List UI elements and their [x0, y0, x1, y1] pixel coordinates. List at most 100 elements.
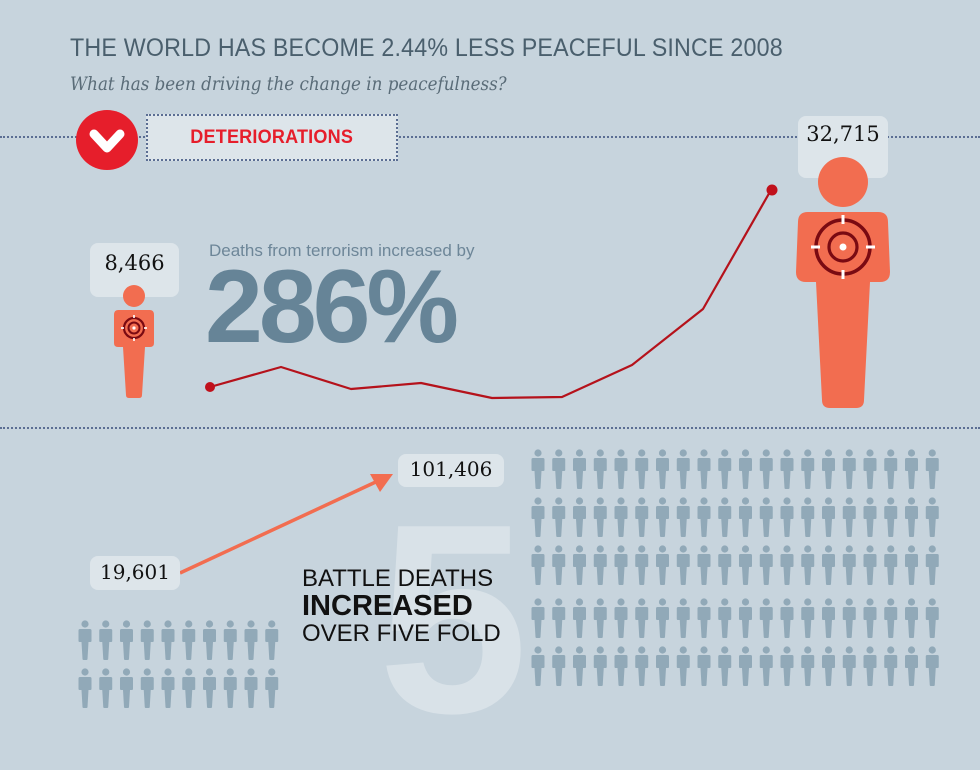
person-icon: [635, 449, 649, 489]
person-icon: [140, 620, 154, 660]
person-icon: [697, 545, 711, 585]
person-icon: [884, 545, 898, 585]
person-icon: [552, 598, 566, 638]
person-icon: [223, 620, 237, 660]
battle-deaths-caption: BATTLE DEATHS INCREASED OVER FIVE FOLD: [302, 567, 501, 646]
person-target-icon-large: [796, 157, 890, 408]
battle-increase-arrow: [179, 474, 393, 575]
person-icon: [593, 598, 607, 638]
person-icon: [614, 545, 628, 585]
person-icon: [244, 620, 258, 660]
terrorism-description: Deaths from terrorism increased by: [209, 241, 475, 260]
person-icon: [223, 668, 237, 708]
person-icon: [718, 545, 732, 585]
page-subtitle: What has been driving the change in peac…: [70, 73, 507, 95]
person-icon: [863, 449, 877, 489]
person-icon: [780, 449, 794, 489]
person-icon: [265, 620, 279, 660]
person-icon: [656, 545, 669, 585]
person-icon: [120, 620, 133, 660]
person-target-icon: [114, 285, 154, 398]
person-icon: [822, 545, 835, 585]
person-icon: [573, 449, 586, 489]
terrorism-percent: 286%: [205, 249, 459, 365]
person-icon: [99, 668, 113, 708]
person-icon: [531, 497, 545, 537]
person-icon: [801, 598, 815, 638]
person-icon: [780, 497, 794, 537]
person-icon: [822, 449, 835, 489]
battle-caption-line3: OVER FIVE FOLD: [302, 620, 501, 647]
person-icon: [531, 449, 545, 489]
person-icon: [697, 646, 711, 686]
person-icon: [161, 620, 175, 660]
person-icon: [884, 449, 898, 489]
person-icon: [593, 545, 607, 585]
person-icon: [656, 449, 669, 489]
terrorism-end-value: 32,715: [806, 122, 880, 146]
person-icon: [780, 646, 794, 686]
person-icon: [822, 646, 835, 686]
person-icon: [573, 598, 586, 638]
person-icon: [676, 545, 690, 585]
person-icon: [656, 598, 669, 638]
person-icon: [140, 668, 154, 708]
person-icon: [801, 646, 815, 686]
person-icon: [614, 449, 628, 489]
person-icon: [552, 545, 566, 585]
person-icon: [697, 598, 711, 638]
person-icon: [759, 497, 773, 537]
person-icon: [676, 598, 690, 638]
person-icon: [573, 497, 586, 537]
person-icon: [531, 646, 545, 686]
section-label-box: DETERIORATIONS: [146, 114, 398, 161]
person-icon: [573, 646, 586, 686]
page-title: THE WORLD HAS BECOME 2.44% LESS PEACEFUL…: [70, 34, 783, 62]
person-icon: [905, 497, 918, 537]
person-icon: [573, 545, 586, 585]
person-icon: [780, 545, 794, 585]
battle-end-value: 101,406: [409, 457, 493, 481]
person-icon: [635, 545, 649, 585]
person-icon: [676, 646, 690, 686]
terrorism-start-value: 8,466: [104, 251, 165, 275]
person-icon: [925, 449, 939, 489]
person-icon: [759, 646, 773, 686]
person-icon: [925, 646, 939, 686]
person-icon: [718, 449, 732, 489]
person-icon: [635, 646, 649, 686]
person-icon: [863, 545, 877, 585]
person-icon: [161, 668, 175, 708]
person-icon: [718, 598, 732, 638]
person-icon: [863, 598, 877, 638]
person-icon: [182, 668, 196, 708]
person-icon: [739, 598, 752, 638]
terrorism-line-chart: [205, 184, 778, 400]
person-icon: [593, 646, 607, 686]
middle-divider: [0, 427, 980, 429]
trend-start-point: [205, 382, 215, 392]
person-icon: [593, 497, 607, 537]
person-icon: [905, 545, 918, 585]
person-icon: [884, 497, 898, 537]
person-icon: [635, 598, 649, 638]
person-icon: [759, 598, 773, 638]
person-icon: [531, 598, 545, 638]
person-icon: [244, 668, 258, 708]
person-icon: [905, 646, 918, 686]
person-icon: [635, 497, 649, 537]
battle-start-value-box: 19,601: [90, 556, 180, 590]
person-icon: [822, 598, 835, 638]
person-icon: [676, 497, 690, 537]
person-icon: [99, 620, 113, 660]
person-icon: [739, 497, 752, 537]
section-label: DETERIORATIONS: [190, 126, 354, 148]
big-five-digit: 5: [378, 469, 529, 770]
person-icon: [884, 598, 898, 638]
person-icon: [925, 497, 939, 537]
person-icon: [739, 449, 752, 489]
person-icon: [656, 646, 669, 686]
person-icon: [614, 646, 628, 686]
person-icon: [842, 449, 856, 489]
battle-caption-line1: BATTLE DEATHS: [302, 565, 494, 592]
